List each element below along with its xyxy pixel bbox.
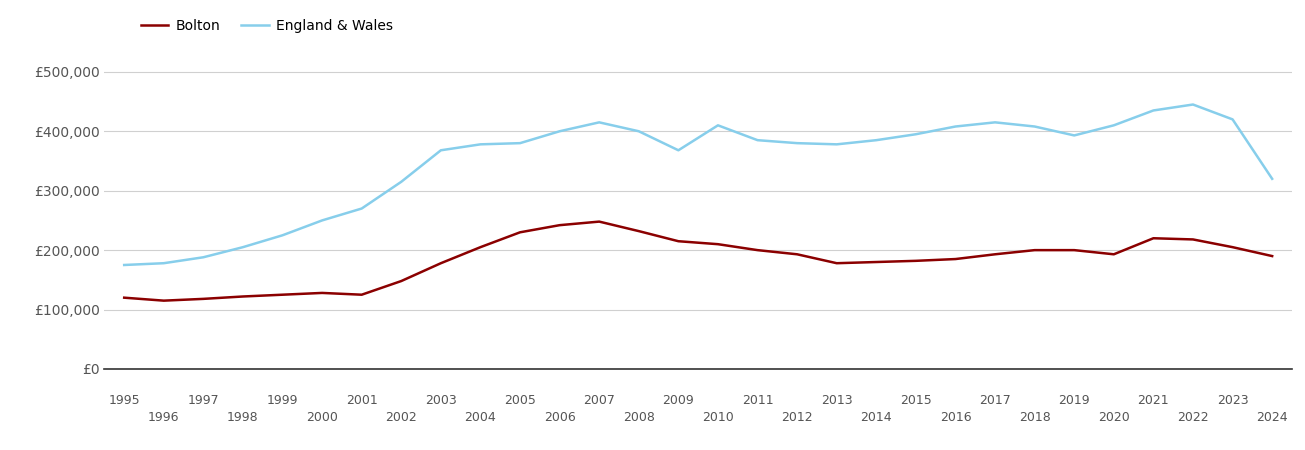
England & Wales <box>1185 102 1201 107</box>
England & Wales <box>1066 133 1082 138</box>
Bolton <box>433 261 449 266</box>
Bolton <box>908 258 924 264</box>
England & Wales <box>552 129 568 134</box>
England & Wales <box>908 131 924 137</box>
Text: 2022: 2022 <box>1177 411 1208 423</box>
Text: 2004: 2004 <box>465 411 496 423</box>
England & Wales <box>235 244 251 250</box>
Bolton <box>710 242 726 247</box>
Bolton <box>275 292 291 297</box>
Bolton <box>591 219 607 224</box>
Text: 2010: 2010 <box>702 411 733 423</box>
Bolton <box>947 256 963 262</box>
England & Wales <box>354 206 369 211</box>
Bolton <box>1185 237 1201 242</box>
England & Wales <box>671 148 686 153</box>
Bolton <box>472 244 488 250</box>
England & Wales <box>749 138 765 143</box>
Text: 2000: 2000 <box>307 411 338 423</box>
Bolton <box>1265 253 1280 259</box>
Bolton <box>988 252 1004 257</box>
Bolton <box>829 261 844 266</box>
England & Wales <box>632 129 647 134</box>
Text: 2006: 2006 <box>544 411 576 423</box>
England & Wales <box>512 140 527 146</box>
Text: 2014: 2014 <box>860 411 893 423</box>
Text: 2019: 2019 <box>1058 394 1090 407</box>
Text: 2012: 2012 <box>782 411 813 423</box>
Text: 2007: 2007 <box>583 394 615 407</box>
Bolton <box>116 295 132 301</box>
Bolton <box>315 290 330 296</box>
England & Wales <box>1105 122 1121 128</box>
England & Wales <box>947 124 963 129</box>
England & Wales <box>196 255 211 260</box>
Bolton <box>1224 244 1240 250</box>
England & Wales <box>393 179 408 184</box>
Bolton <box>868 259 883 265</box>
Text: 2023: 2023 <box>1216 394 1249 407</box>
England & Wales <box>433 148 449 153</box>
Bolton <box>1146 235 1161 241</box>
Line: Bolton: Bolton <box>124 221 1272 301</box>
Bolton <box>632 229 647 234</box>
Bolton <box>790 252 805 257</box>
Text: 2020: 2020 <box>1098 411 1130 423</box>
Bolton <box>155 298 171 303</box>
Text: 2011: 2011 <box>741 394 774 407</box>
Bolton <box>1027 248 1043 253</box>
England & Wales <box>155 261 171 266</box>
England & Wales <box>1224 117 1240 122</box>
Text: 1997: 1997 <box>188 394 219 407</box>
Bolton <box>196 296 211 302</box>
Bolton <box>1066 248 1082 253</box>
England & Wales <box>591 120 607 125</box>
England & Wales <box>315 218 330 223</box>
Bolton <box>393 279 408 284</box>
Text: 2021: 2021 <box>1138 394 1169 407</box>
Text: 2017: 2017 <box>979 394 1011 407</box>
Text: 2001: 2001 <box>346 394 377 407</box>
Bolton <box>354 292 369 297</box>
England & Wales <box>1265 176 1280 181</box>
Bolton <box>1105 252 1121 257</box>
Line: England & Wales: England & Wales <box>124 104 1272 265</box>
Text: 2002: 2002 <box>385 411 418 423</box>
Text: 1999: 1999 <box>266 394 299 407</box>
Text: 2024: 2024 <box>1257 411 1288 423</box>
Bolton <box>235 294 251 299</box>
Text: 1996: 1996 <box>147 411 180 423</box>
England & Wales <box>1146 108 1161 113</box>
Bolton <box>749 248 765 253</box>
England & Wales <box>275 233 291 238</box>
England & Wales <box>988 120 1004 125</box>
England & Wales <box>472 142 488 147</box>
Text: 2013: 2013 <box>821 394 852 407</box>
England & Wales <box>868 138 883 143</box>
Text: 2018: 2018 <box>1019 411 1051 423</box>
Text: 2005: 2005 <box>504 394 536 407</box>
Text: 2015: 2015 <box>900 394 932 407</box>
England & Wales <box>116 262 132 268</box>
Text: 2003: 2003 <box>425 394 457 407</box>
Text: 1998: 1998 <box>227 411 258 423</box>
Text: 1995: 1995 <box>108 394 140 407</box>
Text: 2016: 2016 <box>940 411 971 423</box>
Bolton <box>512 230 527 235</box>
Bolton <box>671 238 686 244</box>
England & Wales <box>1027 124 1043 129</box>
England & Wales <box>710 122 726 128</box>
Text: 2009: 2009 <box>663 394 694 407</box>
Bolton <box>552 222 568 228</box>
England & Wales <box>790 140 805 146</box>
England & Wales <box>829 142 844 147</box>
Text: 2008: 2008 <box>622 411 655 423</box>
Legend: Bolton, England & Wales: Bolton, England & Wales <box>136 14 398 39</box>
